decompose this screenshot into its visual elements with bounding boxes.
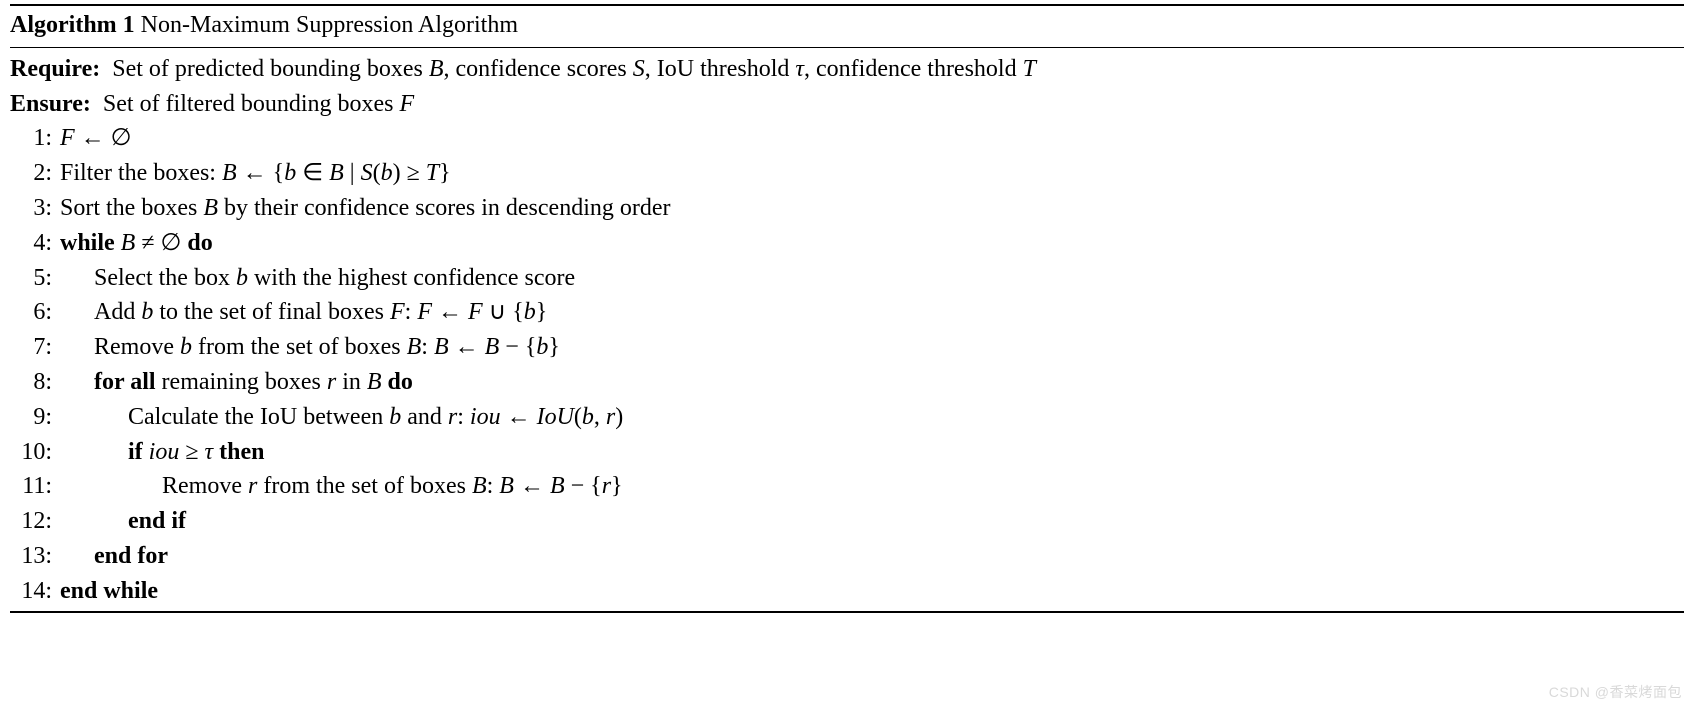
line-number: 9:: [10, 400, 60, 435]
math-var: B: [429, 56, 444, 82]
algo-line: 1:F ← ∅: [10, 121, 1684, 156]
ensure-content: Ensure: Set of filtered bounding boxes F: [10, 87, 1684, 122]
algorithm-number: Algorithm 1: [10, 12, 135, 38]
line-content: Sort the boxes B by their confidence sco…: [60, 191, 1684, 226]
line-content: Add b to the set of final boxes F: F ← F…: [60, 295, 1684, 330]
require-line: Require: Set of predicted bounding boxes…: [10, 52, 1684, 87]
algo-line: 2:Filter the boxes: B ← {b ∈ B | S(b) ≥ …: [10, 156, 1684, 191]
text: , confidence scores: [444, 56, 633, 82]
line-number: 5:: [10, 261, 60, 296]
algorithm-body: Require: Set of predicted bounding boxes…: [10, 48, 1684, 611]
algorithm-lines: 1:F ← ∅2:Filter the boxes: B ← {b ∈ B | …: [10, 121, 1684, 608]
line-content: if iou ≥ τ then: [60, 435, 1684, 470]
line-number: 6:: [10, 295, 60, 330]
line-number: 8:: [10, 365, 60, 400]
watermark: CSDN @香菜烤面包: [1549, 682, 1682, 702]
line-content: Filter the boxes: B ← {b ∈ B | S(b) ≥ T}: [60, 156, 1684, 191]
line-number: 2:: [10, 156, 60, 191]
math-var: τ: [795, 56, 804, 82]
algo-line: 5:Select the box b with the highest conf…: [10, 261, 1684, 296]
line-content: end if: [60, 504, 1684, 539]
line-content: Calculate the IoU between b and r: iou ←…: [60, 400, 1684, 435]
line-number: 13:: [10, 539, 60, 574]
require-keyword: Require:: [10, 56, 100, 82]
line-number: 7:: [10, 330, 60, 365]
ensure-line: Ensure: Set of filtered bounding boxes F: [10, 87, 1684, 122]
line-content: end for: [60, 539, 1684, 574]
line-number: 1:: [10, 121, 60, 156]
algo-line: 8:for all remaining boxes r in B do: [10, 365, 1684, 400]
line-content: Select the box b with the highest confid…: [60, 261, 1684, 296]
algo-line: 13:end for: [10, 539, 1684, 574]
line-number: 4:: [10, 226, 60, 261]
algo-line: 11:Remove r from the set of boxes B: B ←…: [10, 469, 1684, 504]
line-content: F ← ∅: [60, 121, 1684, 156]
line-content: Remove b from the set of boxes B: B ← B …: [60, 330, 1684, 365]
line-number: 3:: [10, 191, 60, 226]
require-content: Require: Set of predicted bounding boxes…: [10, 52, 1684, 87]
algo-line: 4:while B ≠ ∅ do: [10, 226, 1684, 261]
line-content: end while: [60, 574, 1684, 609]
algorithm-title-row: Algorithm 1 Non-Maximum Suppression Algo…: [10, 6, 1684, 48]
text: Set of filtered bounding boxes: [103, 91, 400, 117]
math-var: T: [1023, 56, 1036, 82]
algo-line: 6:Add b to the set of final boxes F: F ←…: [10, 295, 1684, 330]
line-number: 12:: [10, 504, 60, 539]
line-number: 11:: [10, 469, 60, 504]
algo-line: 7:Remove b from the set of boxes B: B ← …: [10, 330, 1684, 365]
ensure-keyword: Ensure:: [10, 91, 91, 117]
algorithm-title: Non-Maximum Suppression Algorithm: [141, 12, 518, 38]
line-content: for all remaining boxes r in B do: [60, 365, 1684, 400]
line-number: 14:: [10, 574, 60, 609]
algo-line: 14:end while: [10, 574, 1684, 609]
line-content: while B ≠ ∅ do: [60, 226, 1684, 261]
text: , confidence threshold: [804, 56, 1023, 82]
math-var: F: [400, 91, 415, 117]
algo-line: 10:if iou ≥ τ then: [10, 435, 1684, 470]
algorithm-block: Algorithm 1 Non-Maximum Suppression Algo…: [10, 4, 1684, 613]
math-var: S: [633, 56, 645, 82]
algo-line: 3:Sort the boxes B by their confidence s…: [10, 191, 1684, 226]
algo-line: 12:end if: [10, 504, 1684, 539]
line-number: 10:: [10, 435, 60, 470]
line-content: Remove r from the set of boxes B: B ← B …: [60, 469, 1684, 504]
text: Set of predicted bounding boxes: [112, 56, 429, 82]
algo-line: 9:Calculate the IoU between b and r: iou…: [10, 400, 1684, 435]
text: , IoU threshold: [645, 56, 796, 82]
